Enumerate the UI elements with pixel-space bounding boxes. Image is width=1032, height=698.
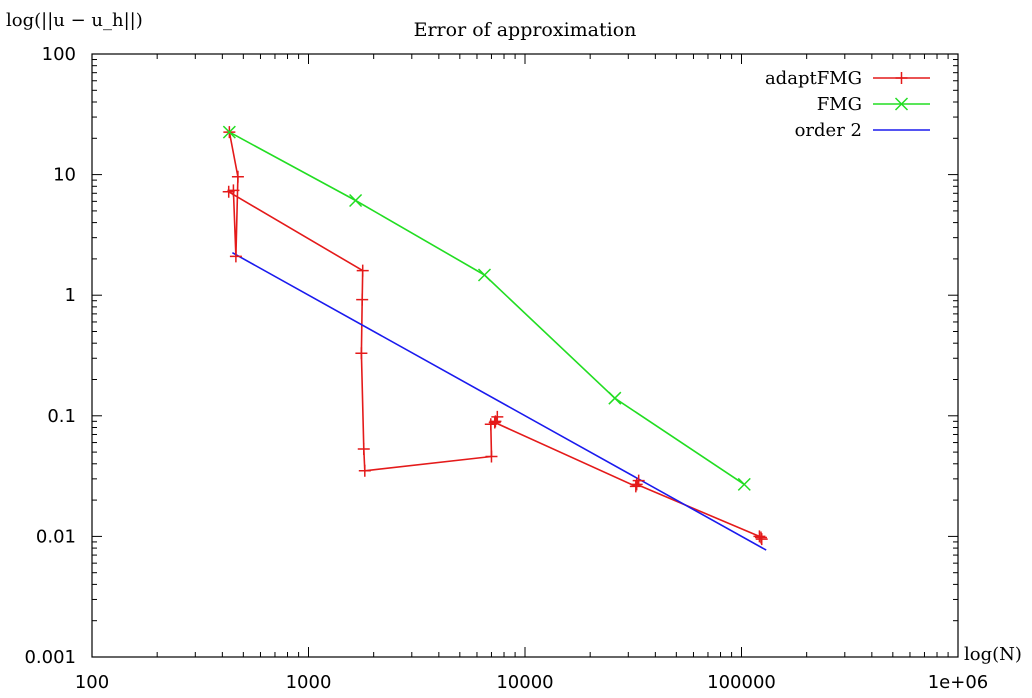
series-line-order-2 [232,252,767,551]
data-point-adaptfmg [753,530,766,543]
legend-marker-fmg [894,97,909,111]
legend-marker-adaptfmg [895,72,908,84]
data-point-fmg [477,268,492,282]
data-point-adaptfmg [357,443,370,456]
y-axis-label: log(||u − u_h||) [6,10,143,31]
data-point-adaptfmg [755,533,768,546]
legend: adaptFMG FMG order 2 [765,68,930,141]
x-tick-label: 1e+06 [928,672,989,693]
data-point-fmg [222,125,236,139]
plot-frame [91,53,959,658]
plot-border [91,53,959,658]
y-tick-label: 0.01 [36,526,76,547]
data-point-adaptfmg [754,531,767,544]
chart-title: Error of approximation [414,19,637,41]
y-axis: 0.001 0.01 0.1 1 10 100 [24,44,958,668]
series-lines [227,131,767,551]
data-point-adaptfmg [356,264,369,277]
series-markers [222,125,768,546]
data-point-adaptfmg [488,416,501,429]
y-tick-label: 10 [53,165,76,186]
x-tick-label: 10000 [496,672,553,693]
data-point-adaptfmg [629,480,642,493]
legend-label-adaptfmg: adaptFMG [765,68,862,89]
series-line-adaptfmg [227,131,763,540]
x-axis-label: log(N) [964,644,1022,665]
data-point-adaptfmg [485,450,498,463]
legend-label-order-2: order 2 [795,120,862,141]
data-point-adaptfmg [355,347,368,360]
x-tick-label: 1000 [286,672,332,693]
data-point-adaptfmg [358,464,371,477]
x-tick-label: 100000 [707,672,776,693]
y-tick-label: 100 [42,44,76,65]
data-point-adaptfmg [222,185,235,198]
series-line-fmg [229,131,745,486]
data-point-adaptfmg [491,410,504,423]
y-tick-label: 0.001 [24,647,76,668]
data-point-adaptfmg [231,170,244,183]
y-tick-label: 1 [65,285,76,306]
data-point-fmg [737,477,751,491]
data-point-adaptfmg [356,293,369,306]
legend-label-fmg: FMG [817,94,862,115]
data-point-adaptfmg [229,250,242,263]
data-point-fmg [608,391,622,405]
x-axis: 100 1000 10000 100000 1e+06 [75,54,988,693]
y-tick-label: 0.1 [47,406,76,427]
data-point-adaptfmg [630,478,643,491]
data-point-fmg [349,193,363,208]
x-tick-label: 100 [75,672,109,693]
